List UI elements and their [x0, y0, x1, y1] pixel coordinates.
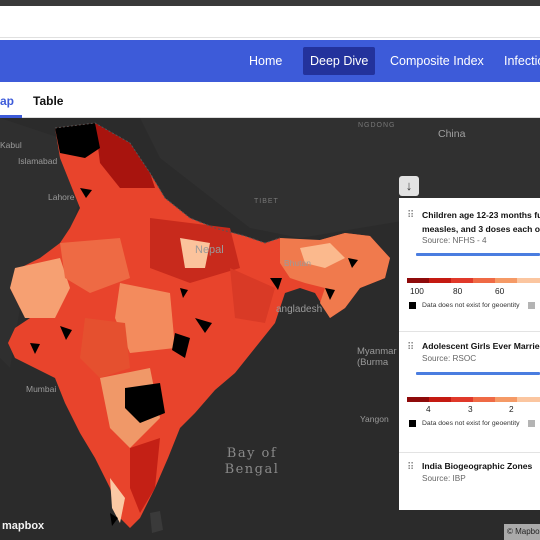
layer-card[interactable]: ⠿ India Biogeographic Zones Source: IBP [399, 454, 540, 504]
layer-title-line1: Adolescent Girls Ever Married [422, 341, 540, 351]
legend-tick: 60 [495, 286, 505, 296]
no-data-label: Data does not exist for geoentity [422, 420, 520, 427]
grey-swatch [528, 302, 535, 309]
mapbox-logo[interactable]: mapbox [2, 520, 45, 532]
no-data-label: Data does not exist for geoentity [422, 302, 520, 309]
nav-home[interactable]: Home [249, 54, 283, 68]
drag-handle-icon[interactable]: ⠿ [407, 210, 416, 221]
browser-top-strip [0, 0, 540, 6]
card-divider [399, 452, 540, 453]
grey-swatch [528, 420, 535, 427]
legend-panel: ⠿ Children age 12-23 months fu measles, … [399, 198, 540, 510]
label-tibet: TIBET [254, 198, 279, 205]
label-bhutan: Bhutan [284, 258, 311, 268]
view-tabs: ap Table [0, 82, 540, 118]
layer-source: Source: RSOC [422, 354, 477, 363]
active-tab-indicator [0, 115, 22, 118]
legend-color-bar [407, 278, 540, 283]
tab-table[interactable]: Table [33, 94, 64, 108]
label-yangon: Yangon [360, 414, 389, 424]
label-ngdong: NGDONG [358, 122, 396, 129]
layer-title-line1: Children age 12-23 months fu [422, 210, 540, 220]
label-china: China [438, 128, 466, 140]
arrow-down-icon: ↓ [405, 178, 413, 193]
label-myanmar: Myanmar (Burma [357, 346, 397, 368]
layer-active-indicator [416, 372, 540, 375]
layer-source: Source: IBP [422, 474, 466, 483]
layer-title-line2: measles, and 3 doses each o [422, 224, 540, 234]
collapse-legend-button[interactable]: ↓ [399, 176, 419, 196]
layer-card[interactable]: ⠿ Children age 12-23 months fu measles, … [399, 198, 540, 318]
layer-source: Source: NFHS - 4 [422, 236, 487, 245]
no-data-swatch [409, 420, 416, 427]
legend-tick: 80 [453, 286, 463, 296]
tab-map[interactable]: ap [0, 94, 15, 108]
card-divider [399, 331, 540, 332]
map-attribution[interactable]: © Mapbox [504, 524, 540, 540]
address-bar[interactable] [0, 6, 540, 38]
nav-infection[interactable]: Infectio [504, 54, 540, 68]
legend-tick: 4 [426, 404, 431, 414]
main-navbar: Home Deep Dive Composite Index Infectio [0, 40, 540, 82]
label-kabul: Kabul [0, 140, 22, 150]
layer-title-line1: India Biogeographic Zones [422, 461, 533, 471]
label-lahore: Lahore [48, 192, 75, 202]
label-islamabad: Islamabad [18, 156, 58, 166]
legend-color-bar [407, 397, 540, 402]
label-bangladesh: angladesh [276, 304, 323, 315]
nav-deep-dive[interactable]: Deep Dive [303, 47, 376, 75]
nav-composite-index[interactable]: Composite Index [390, 54, 484, 68]
label-bay-of-bengal: Bay of Bengal [224, 446, 280, 477]
layer-card[interactable]: ⠿ Adolescent Girls Ever Married Source: … [399, 334, 540, 439]
legend-tick: 3 [468, 404, 473, 414]
drag-handle-icon[interactable]: ⠿ [407, 462, 416, 473]
label-nepal: Nepal [195, 244, 224, 256]
layer-active-indicator [416, 253, 540, 256]
legend-tick: 100 [410, 286, 424, 296]
no-data-swatch [409, 302, 416, 309]
label-mumbai: Mumbai [26, 384, 57, 394]
drag-handle-icon[interactable]: ⠿ [407, 342, 416, 353]
legend-tick: 2 [509, 404, 514, 414]
